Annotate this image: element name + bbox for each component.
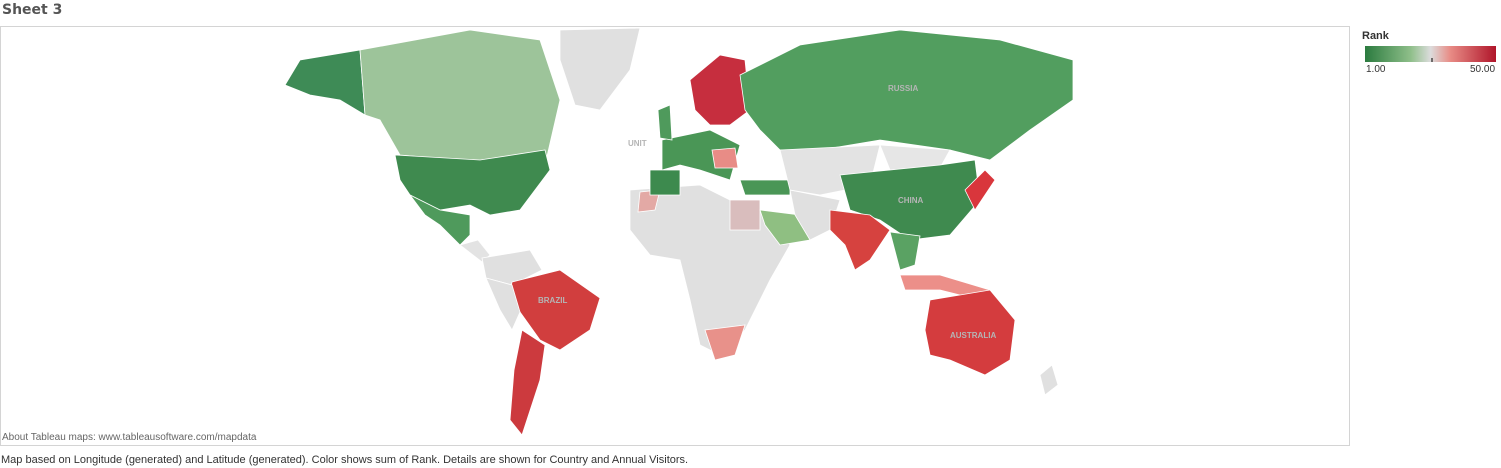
united-kingdom (657, 104, 673, 141)
russia (739, 29, 1074, 161)
map-label: UNIT (628, 139, 647, 148)
middle-east (789, 189, 841, 241)
argentina (509, 329, 546, 436)
legend-gradient (1365, 46, 1496, 62)
map-label: CHINA (898, 196, 924, 205)
new-zealand (1039, 364, 1059, 396)
map-label: AUSTRALIA (950, 331, 996, 340)
legend-max-label: 50.00 (1470, 64, 1496, 75)
turkey (739, 179, 791, 196)
legend-min-label: 1.00 (1366, 64, 1386, 75)
sheet-title: Sheet 3 (2, 2, 63, 18)
map-labels: RUSSIA CHINA BRAZIL AUSTRALIA UNIT (538, 84, 996, 340)
greenland (559, 27, 641, 111)
united-states (394, 149, 551, 216)
countries (284, 27, 1074, 436)
map-attribution[interactable]: About Tableau maps: www.tableausoftware.… (2, 432, 257, 443)
mexico (409, 194, 471, 246)
india (829, 209, 891, 271)
map-label: RUSSIA (888, 84, 918, 93)
central-europe (711, 147, 739, 169)
legend-title: Rank (1362, 30, 1389, 42)
scandinavia (689, 54, 751, 126)
southeast-asia (889, 231, 921, 271)
map-label: BRAZIL (538, 296, 567, 305)
iberia (649, 169, 681, 196)
peru (485, 277, 521, 331)
caption: Map based on Longitude (generated) and L… (1, 454, 689, 466)
central-america (459, 239, 491, 263)
japan (964, 169, 996, 211)
south-africa (704, 324, 746, 361)
australia (924, 289, 1016, 376)
egypt (729, 199, 761, 231)
north-south-america (481, 249, 543, 286)
